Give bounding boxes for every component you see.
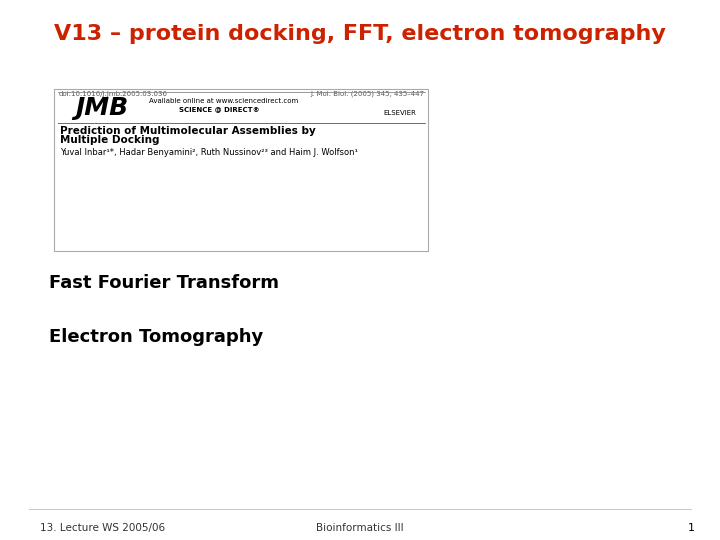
Text: doi:10.1016/j.jmb.2005.03.036: doi:10.1016/j.jmb.2005.03.036 <box>59 91 168 97</box>
Text: ELSEVIER: ELSEVIER <box>383 110 416 117</box>
Text: Available online at www.sciencedirect.com: Available online at www.sciencedirect.co… <box>148 98 298 104</box>
Text: Yuval Inbar¹*, Hadar Benyamini², Ruth Nussinov²³ and Haim J. Wolfson¹: Yuval Inbar¹*, Hadar Benyamini², Ruth Nu… <box>60 148 359 157</box>
Text: Electron Tomography: Electron Tomography <box>49 328 264 347</box>
Text: Multiple Docking: Multiple Docking <box>60 135 160 145</box>
Bar <box>54 89 428 251</box>
Text: JMB: JMB <box>76 96 129 120</box>
Text: SCIENCE @ DIRECT®: SCIENCE @ DIRECT® <box>179 106 260 112</box>
Text: V13 – protein docking, FFT, electron tomography: V13 – protein docking, FFT, electron tom… <box>54 24 666 44</box>
Text: Bioinformatics III: Bioinformatics III <box>316 523 404 533</box>
Text: Fast Fourier Transform: Fast Fourier Transform <box>49 274 279 293</box>
Text: Prediction of Multimolecular Assemblies by: Prediction of Multimolecular Assemblies … <box>60 126 316 136</box>
Text: J. Mol. Biol. (2005) 345, 435–447: J. Mol. Biol. (2005) 345, 435–447 <box>311 91 425 97</box>
Text: 1: 1 <box>688 523 695 533</box>
Text: 13. Lecture WS 2005/06: 13. Lecture WS 2005/06 <box>40 523 165 533</box>
